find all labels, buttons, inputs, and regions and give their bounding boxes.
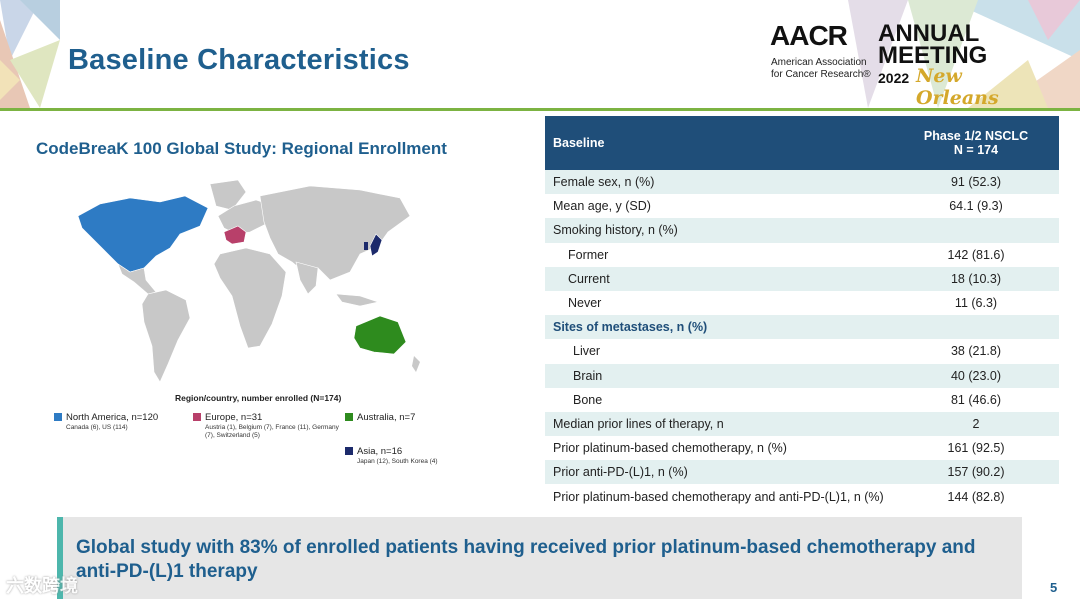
row-value: 161 (92.5)	[893, 436, 1059, 461]
row-value: 38 (21.8)	[893, 339, 1059, 364]
slide-header: Baseline Characteristics AACR American A…	[0, 0, 1080, 108]
row-label: Mean age, y (SD)	[545, 194, 893, 219]
asia-shape	[259, 185, 411, 281]
baseline-table: Baseline Phase 1/2 NSCLC N = 174 Female …	[545, 116, 1059, 509]
logo-org-line2: for Cancer Research®	[771, 69, 871, 80]
row-value: 40 (23.0)	[893, 363, 1059, 388]
table-row: Never 11 (6.3)	[545, 290, 1059, 316]
legend-label: North America, n=120	[66, 412, 159, 423]
row-label: Sites of metastases, n (%)	[545, 315, 893, 340]
logo-city: New Orleans	[916, 65, 999, 108]
new-zealand-shape	[412, 356, 420, 372]
row-value: 11 (6.3)	[893, 290, 1059, 316]
legend-swatch-asia	[345, 447, 353, 455]
legend-label: Europe, n=31	[205, 412, 263, 423]
map-caption: Region/country, number enrolled (N=174)	[175, 393, 342, 403]
map-title: CodeBreaK 100 Global Study: Regional Enr…	[36, 139, 447, 158]
watermark: 六数跨境	[6, 576, 78, 596]
row-label: Never	[545, 290, 893, 316]
aacr-annual-meeting-logo: AACR American Association for Cancer Res…	[770, 20, 1010, 108]
world-enrollment-map	[77, 179, 420, 383]
table-row: Smoking history, n (%)	[545, 218, 1059, 243]
row-value: 144 (82.8)	[893, 484, 1059, 509]
banner-accent-bar	[57, 517, 63, 599]
banner-text: Global study with 83% of enrolled patien…	[76, 537, 976, 582]
decorative-prism-art-right	[848, 0, 1080, 108]
indonesia-shape	[335, 293, 380, 307]
row-label: Liver	[545, 339, 893, 364]
row-label: Median prior lines of therapy, n	[545, 411, 893, 437]
logo-year: 2022	[878, 70, 910, 86]
table-row: Female sex, n (%) 91 (52.3)	[545, 170, 1059, 195]
legend-swatch-north-america	[54, 413, 62, 421]
japan-korea-region	[369, 233, 383, 257]
europe-enrolled-region	[223, 225, 247, 245]
row-label: Female sex, n (%)	[545, 170, 893, 195]
india-shape	[295, 261, 319, 295]
page-title: Baseline Characteristics	[68, 44, 410, 76]
table-row: Prior platinum-based chemotherapy, n (%)…	[545, 436, 1059, 461]
north-america-region	[77, 195, 209, 273]
row-value: 142 (81.6)	[893, 242, 1059, 267]
row-value: 91 (52.3)	[893, 170, 1059, 195]
decorative-prism-art	[0, 0, 60, 108]
greenland-shape	[209, 179, 247, 211]
row-value: 2	[893, 411, 1059, 437]
row-label: Current	[545, 266, 893, 291]
row-value: 81 (46.6)	[893, 387, 1059, 412]
column-header-phase-line2: N = 174	[953, 143, 999, 157]
table-row: Former 142 (81.6)	[545, 242, 1059, 267]
table-row: Bone 81 (46.6)	[545, 387, 1059, 412]
legend-label: Asia, n=16	[357, 446, 403, 457]
table-row: Current 18 (10.3)	[545, 266, 1059, 291]
korea-region	[364, 242, 368, 250]
row-label: Prior platinum-based chemotherapy, n (%)	[545, 436, 893, 461]
header-divider	[0, 108, 1080, 111]
south-america-shape	[141, 289, 191, 383]
column-header-baseline: Baseline	[545, 116, 893, 170]
table-row: Mean age, y (SD) 64.1 (9.3)	[545, 194, 1059, 219]
row-value: 18 (10.3)	[893, 266, 1059, 291]
row-label: Prior anti-PD-(L)1, n (%)	[545, 460, 893, 485]
legend-asia: Asia, n=16 Japan (12), South Korea (4)	[345, 446, 465, 476]
table-row: Prior platinum-based chemotherapy and an…	[545, 484, 1059, 509]
row-value	[893, 218, 1059, 243]
logo-org-line1: American Association	[771, 57, 867, 68]
logo-meeting: MEETING	[878, 42, 988, 69]
africa-shape	[213, 247, 287, 349]
page-number: 5	[1050, 580, 1058, 595]
table-row: Sites of metastases, n (%)	[545, 315, 1059, 340]
legend-north-america: North America, n=120 Canada (6), US (114…	[54, 412, 194, 442]
table-row: Prior anti-PD-(L)1, n (%) 157 (90.2)	[545, 460, 1059, 485]
australia-region	[353, 315, 407, 355]
logo-annual: ANNUAL	[878, 20, 980, 47]
logo-acronym: AACR	[770, 20, 848, 51]
legend-swatch-australia	[345, 413, 353, 421]
legend-europe: Europe, n=31 Austria (1), Belgium (7), F…	[193, 412, 343, 442]
row-label: Smoking history, n (%)	[545, 218, 893, 243]
row-value: 64.1 (9.3)	[893, 194, 1059, 219]
table-row: Liver 38 (21.8)	[545, 339, 1059, 364]
row-label: Brain	[545, 363, 893, 388]
row-label: Bone	[545, 387, 893, 412]
row-label: Former	[545, 242, 893, 267]
legend-label: Australia, n=7	[357, 412, 416, 423]
table-header-row: Baseline Phase 1/2 NSCLC N = 174	[545, 116, 1059, 170]
legend-australia: Australia, n=7	[345, 412, 445, 432]
legend-detail: Japan (12), South Korea (4)	[357, 458, 438, 465]
legend-detail: Austria (1), Belgium (7), France (11), G…	[205, 424, 339, 439]
key-finding-banner: Global study with 83% of enrolled patien…	[57, 517, 1022, 599]
legend-detail: Canada (6), US (114)	[66, 424, 128, 431]
column-header-phase-line1: Phase 1/2 NSCLC	[923, 129, 1029, 143]
table-row: Brain 40 (23.0)	[545, 363, 1059, 388]
legend-swatch-europe	[193, 413, 201, 421]
row-value	[893, 315, 1059, 340]
row-label: Prior platinum-based chemotherapy and an…	[545, 484, 893, 509]
column-header-phase: Phase 1/2 NSCLC N = 174	[893, 116, 1059, 170]
row-value: 157 (90.2)	[893, 460, 1059, 485]
